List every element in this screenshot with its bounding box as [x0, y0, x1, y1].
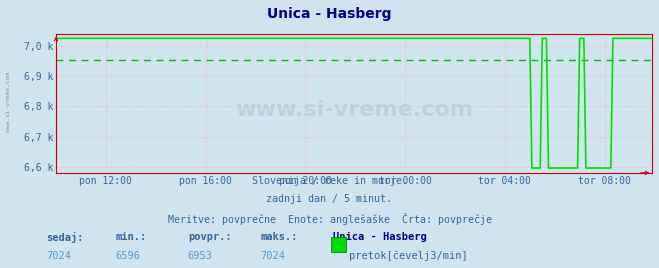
- Text: 7024: 7024: [46, 251, 71, 260]
- Text: www.si-vreme.com: www.si-vreme.com: [6, 72, 11, 132]
- Text: Unica - Hasberg: Unica - Hasberg: [333, 232, 426, 242]
- Text: pretok[čevelj3/min]: pretok[čevelj3/min]: [349, 251, 468, 261]
- Text: Slovenija / reke in morje.: Slovenija / reke in morje.: [252, 176, 407, 185]
- Text: zadnji dan / 5 minut.: zadnji dan / 5 minut.: [266, 194, 393, 204]
- Text: 7024: 7024: [260, 251, 285, 260]
- Text: Meritve: povprečne  Enote: anglešaške  Črta: povprečje: Meritve: povprečne Enote: anglešaške Črt…: [167, 213, 492, 225]
- Text: maks.:: maks.:: [260, 232, 298, 242]
- Text: povpr.:: povpr.:: [188, 232, 231, 242]
- Text: 6953: 6953: [188, 251, 213, 260]
- Text: Unica - Hasberg: Unica - Hasberg: [268, 7, 391, 21]
- Text: 6596: 6596: [115, 251, 140, 260]
- Text: www.si-vreme.com: www.si-vreme.com: [235, 100, 473, 120]
- Text: min.:: min.:: [115, 232, 146, 242]
- Text: sedaj:: sedaj:: [46, 232, 84, 243]
